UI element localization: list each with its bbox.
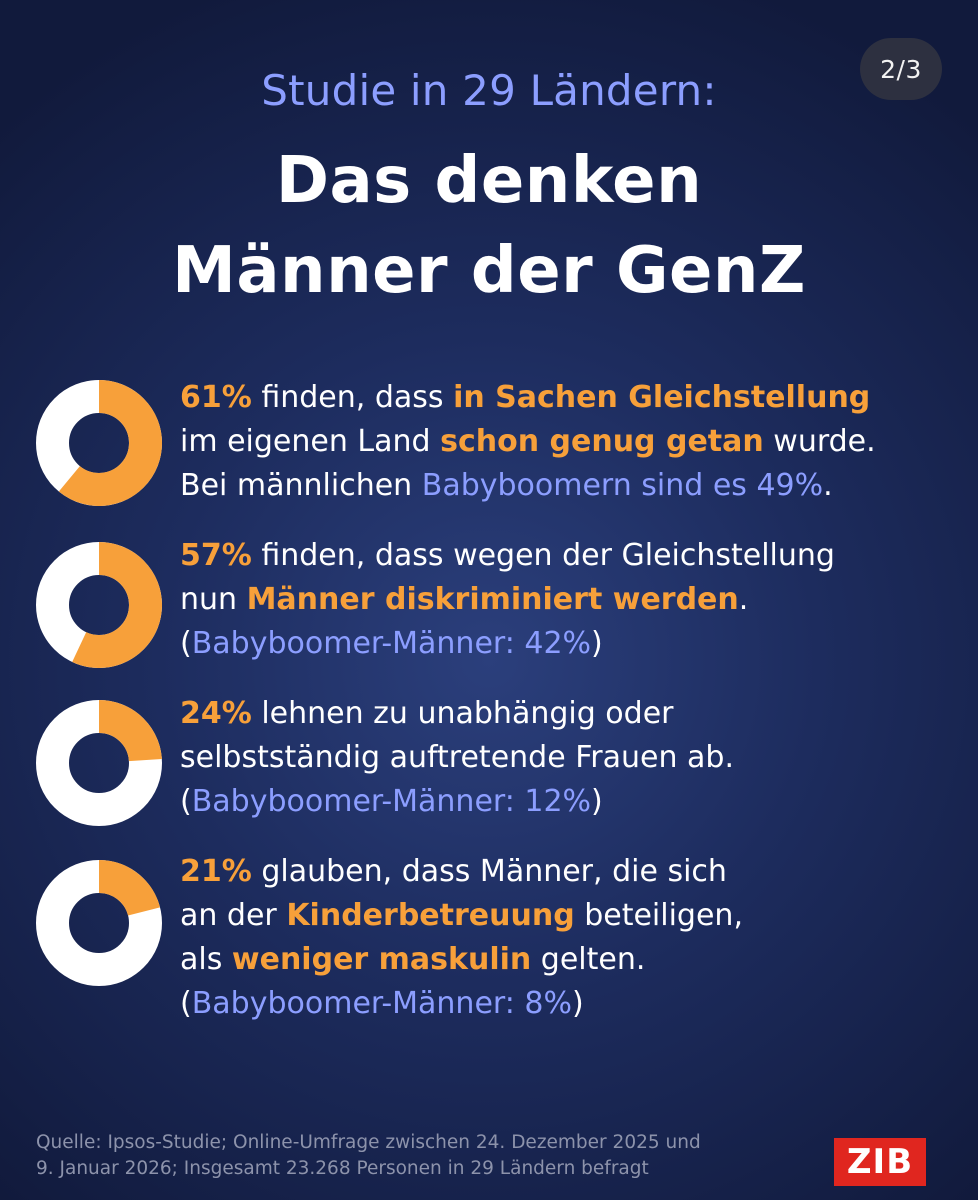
stat-1-line-1: 61% finden, dass in Sachen Gleichstellun… [180, 376, 960, 420]
subtitle: Studie in 29 Ländern: [261, 66, 717, 115]
stat-2-line-1: 57% finden, dass wegen der Gleichstellun… [180, 534, 960, 578]
stat-item-1: 61% finden, dass in Sachen Gleichstellun… [0, 376, 978, 536]
stat-4-line-3-segment-3: gelten. [531, 942, 646, 977]
donut-4-value-slice [98, 860, 161, 917]
stat-3-line-2: selbstständig auftretende Frauen ab. [180, 736, 960, 780]
stat-2-line-3-segment-1: ( [180, 626, 192, 661]
stat-1-line-2-segment-2: schon genug getan [440, 424, 764, 459]
stat-item-4: 21% glauben, dass Männer, die sich an der… [0, 850, 978, 1021]
title-line-2: Männer der GenZ [172, 234, 806, 308]
stat-4-line-2-segment-3: beteiligen, [574, 898, 743, 933]
donut-2-value-slice [72, 542, 162, 668]
stat-1-line-3-segment-2: Babyboomern sind es 49% [421, 468, 824, 503]
stat-4-line-4-segment-2: Babyboomer-Männer: 8% [191, 986, 572, 1021]
stat-1-line-3-segment-3: . [823, 468, 833, 503]
donut-1-value-slice [58, 380, 162, 506]
stat-text-1: 61% finden, dass in Sachen Gleichstellun… [180, 376, 960, 508]
stat-4-line-2-segment-1: an der [180, 898, 287, 933]
stat-4-line-3-segment-1: als [180, 942, 232, 977]
source-line-2: 9. Januar 2026; Insgesamt 23.268 Persone… [36, 1158, 649, 1179]
stat-text-4: 21% glauben, dass Männer, die sich an der… [180, 850, 960, 1026]
stat-3-line-3-segment-2: Babyboomer-Männer: 12% [191, 784, 592, 819]
stat-4-line-2: an der Kinderbetreuung beteiligen, [180, 894, 960, 938]
stat-text-3: 24% lehnen zu unabhängig oder selbstständ… [180, 692, 960, 824]
page-title: Das denken Männer der GenZ [0, 136, 978, 316]
stat-4-line-4-segment-1: ( [180, 986, 192, 1021]
stat-4-line-4: (Babyboomer-Männer: 8%) [180, 982, 960, 1026]
donut-chart-4 [36, 860, 162, 986]
stat-3-line-3-segment-1: ( [180, 784, 192, 819]
zib-logo: ZIB [834, 1138, 926, 1186]
stat-4-line-1: 21% glauben, dass Männer, die sich [180, 850, 960, 894]
page-counter: 2/3 [860, 38, 942, 100]
donut-chart-1 [36, 380, 162, 506]
stat-item-2: 57% finden, dass wegen der Gleichstellun… [0, 534, 978, 694]
stat-3-line-3-segment-3: ) [591, 784, 603, 819]
stat-3-line-3: (Babyboomer-Männer: 12%) [180, 780, 960, 824]
stat-3-line-1: 24% lehnen zu unabhängig oder [180, 692, 960, 736]
stat-1-line-1-segment-3: in Sachen Gleichstellung [453, 380, 871, 415]
stat-1-line-2-segment-1: im eigenen Land [180, 424, 441, 459]
stat-text-2: 57% finden, dass wegen der Gleichstellun… [180, 534, 960, 666]
stat-2-line-3: (Babyboomer-Männer: 42%) [180, 622, 960, 666]
stat-2-line-2-segment-1: nun [180, 582, 247, 617]
stat-2-line-1-segment-2: finden, dass wegen der Gleichstellung [251, 538, 835, 573]
stat-1-line-1-segment-2: finden, dass [251, 380, 454, 415]
source-line-1: Quelle: Ipsos-Studie; Online-Umfrage zwi… [36, 1132, 701, 1153]
stat-1-line-2-segment-3: wurde. [763, 424, 876, 459]
stat-2-line-1-segment-1: 57% [180, 538, 252, 573]
donut-chart-2 [36, 542, 162, 668]
stat-1-line-3: Bei männlichen Babyboomern sind es 49%. [180, 464, 960, 508]
stat-1-line-2: im eigenen Land schon genug getan wurde. [180, 420, 960, 464]
stat-2-line-3-segment-3: ) [591, 626, 603, 661]
stat-2-line-2-segment-3: . [738, 582, 749, 617]
title-line-1: Das denken [275, 144, 703, 218]
stat-1-line-3-segment-1: Bei männlichen [180, 468, 422, 503]
stat-3-line-1-segment-2: lehnen zu unabhängig oder [251, 696, 674, 731]
stat-3-line-2-segment-1: selbstständig auftretende Frauen ab. [180, 740, 734, 775]
donut-3-value-slice [98, 700, 162, 763]
stat-1-line-1-segment-1: 61% [180, 380, 252, 415]
stat-4-line-3: als weniger maskulin gelten. [180, 938, 960, 982]
donut-chart-3 [36, 700, 162, 826]
stat-4-line-2-segment-2: Kinderbetreuung [286, 898, 575, 933]
source-note: Quelle: Ipsos-Studie; Online-Umfrage zwi… [36, 1130, 796, 1182]
stat-item-3: 24% lehnen zu unabhängig oder selbstständ… [0, 692, 978, 852]
stat-4-line-3-segment-2: weniger maskulin [231, 942, 532, 977]
stat-2-line-2-segment-2: Männer diskriminiert werden [246, 582, 739, 617]
stat-4-line-4-segment-3: ) [571, 986, 584, 1021]
stat-2-line-2: nun Männer diskriminiert werden. [180, 578, 960, 622]
stat-4-line-1-segment-2: glauben, dass Männer, die sich [251, 854, 727, 889]
stat-4-line-1-segment-1: 21% [180, 854, 252, 889]
stat-2-line-3-segment-2: Babyboomer-Männer: 42% [191, 626, 592, 661]
stat-3-line-1-segment-1: 24% [180, 696, 252, 731]
